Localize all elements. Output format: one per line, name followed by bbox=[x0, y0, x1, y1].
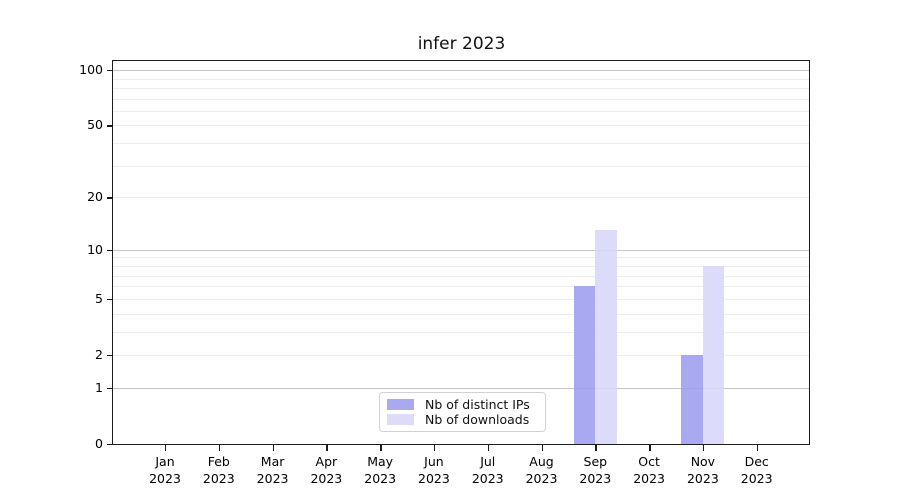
x-tick-label: Dec 2023 bbox=[725, 453, 789, 487]
x-tick-year: 2023 bbox=[364, 471, 397, 486]
x-tick-month: Dec bbox=[744, 454, 769, 469]
legend: Nb of distinct IPs Nb of downloads bbox=[379, 392, 546, 432]
y-tick-mark bbox=[107, 298, 113, 301]
x-tick-label: Jul 2023 bbox=[456, 453, 520, 487]
x-tick-year: 2023 bbox=[740, 471, 773, 486]
x-tick-year: 2023 bbox=[633, 471, 666, 486]
x-tick-mark bbox=[541, 445, 543, 451]
y-tick-label: 2 bbox=[95, 346, 103, 362]
x-tick-mark bbox=[326, 445, 328, 451]
x-tick-label: Mar 2023 bbox=[241, 453, 305, 487]
x-tick-label: Aug 2023 bbox=[510, 453, 574, 487]
y-tick-mark bbox=[107, 444, 113, 446]
x-tick-label: Jan 2023 bbox=[133, 453, 197, 487]
minor-gridline bbox=[113, 265, 809, 267]
minor-gridline bbox=[113, 143, 809, 145]
x-tick-label: Feb 2023 bbox=[187, 453, 251, 487]
x-tick-year: 2023 bbox=[579, 471, 612, 486]
legend-entry-downloads: Nb of downloads bbox=[387, 412, 538, 427]
bar-downloads bbox=[595, 230, 617, 444]
x-tick-mark bbox=[218, 445, 221, 451]
x-tick-year: 2023 bbox=[418, 471, 450, 486]
minor-gridline bbox=[113, 197, 809, 199]
x-tick-month: Jan bbox=[155, 454, 175, 469]
x-tick-month: Apr bbox=[315, 454, 338, 469]
legend-entry-distinct-ips: Nb of distinct IPs bbox=[387, 397, 538, 412]
x-tick-mark bbox=[165, 445, 167, 451]
minor-gridline bbox=[113, 165, 809, 167]
x-tick-year: 2023 bbox=[149, 471, 181, 486]
x-tick-month: Jul bbox=[480, 454, 496, 469]
x-tick-mark bbox=[272, 445, 274, 451]
minor-gridline bbox=[113, 298, 809, 300]
y-tick-label: 20 bbox=[87, 189, 103, 205]
y-tick-label: 5 bbox=[95, 290, 103, 306]
x-tick-label: Nov 2023 bbox=[671, 453, 735, 487]
x-tick-month: Aug bbox=[529, 454, 554, 469]
legend-swatch-distinct-ips bbox=[387, 398, 414, 410]
x-tick-mark bbox=[649, 445, 651, 451]
x-tick-month: Mar bbox=[260, 454, 285, 469]
y-tick-label: 50 bbox=[87, 117, 103, 133]
y-tick-label: 1 bbox=[95, 379, 103, 395]
x-tick-year: 2023 bbox=[471, 471, 504, 486]
bar-distinct-ips bbox=[681, 355, 703, 444]
plot-area bbox=[112, 60, 810, 445]
major-gridline bbox=[113, 387, 809, 389]
minor-gridline bbox=[113, 286, 809, 288]
x-tick-year: 2023 bbox=[256, 471, 289, 486]
x-tick-label: Oct 2023 bbox=[617, 453, 681, 487]
minor-gridline bbox=[113, 313, 809, 315]
x-tick-year: 2023 bbox=[310, 471, 343, 486]
x-tick-month: May bbox=[367, 454, 394, 469]
y-tick-label: 0 bbox=[95, 436, 103, 451]
legend-swatch-downloads bbox=[387, 414, 414, 426]
minor-gridline bbox=[113, 78, 809, 80]
x-tick-mark bbox=[756, 445, 759, 451]
x-tick-mark bbox=[702, 445, 705, 451]
minor-gridline bbox=[113, 125, 809, 127]
y-tick-mark bbox=[107, 70, 113, 72]
major-gridline bbox=[113, 249, 809, 251]
minor-gridline bbox=[113, 331, 809, 333]
minor-gridline bbox=[113, 275, 809, 277]
minor-gridline bbox=[113, 257, 809, 259]
minor-gridline bbox=[113, 354, 809, 356]
x-tick-label: May 2023 bbox=[348, 453, 412, 487]
x-tick-mark bbox=[380, 445, 382, 451]
minor-gridline bbox=[113, 98, 809, 100]
x-tick-label: Jun 2023 bbox=[402, 453, 466, 487]
x-tick-year: 2023 bbox=[202, 471, 235, 486]
major-gridline bbox=[113, 70, 809, 72]
legend-label-distinct-ips: Nb of distinct IPs bbox=[425, 396, 530, 412]
x-tick-month: Jun bbox=[424, 454, 444, 469]
x-tick-mark bbox=[433, 445, 436, 451]
x-tick-label: Apr 2023 bbox=[294, 453, 358, 487]
bar-downloads bbox=[702, 266, 725, 444]
y-tick-mark bbox=[107, 387, 113, 390]
x-tick-month: Oct bbox=[638, 454, 660, 469]
y-tick-label: 10 bbox=[87, 241, 103, 257]
y-tick-label: 100 bbox=[79, 62, 103, 78]
minor-gridline bbox=[113, 110, 809, 112]
y-tick-mark bbox=[107, 125, 113, 127]
x-tick-label: Sep 2023 bbox=[563, 453, 627, 487]
x-tick-month: Nov bbox=[690, 454, 716, 469]
chart-title: infer 2023 bbox=[417, 34, 506, 54]
x-tick-mark bbox=[487, 445, 490, 451]
x-tick-month: Sep bbox=[583, 454, 608, 469]
y-tick-mark bbox=[107, 249, 113, 252]
minor-gridline bbox=[113, 87, 809, 89]
y-tick-mark bbox=[107, 197, 113, 199]
legend-label-downloads: Nb of downloads bbox=[425, 412, 530, 428]
x-tick-mark bbox=[595, 445, 597, 451]
x-tick-year: 2023 bbox=[686, 471, 719, 486]
x-tick-month: Feb bbox=[207, 454, 230, 469]
x-tick-year: 2023 bbox=[525, 471, 558, 486]
y-tick-mark bbox=[107, 354, 113, 357]
bar-distinct-ips bbox=[573, 286, 596, 444]
